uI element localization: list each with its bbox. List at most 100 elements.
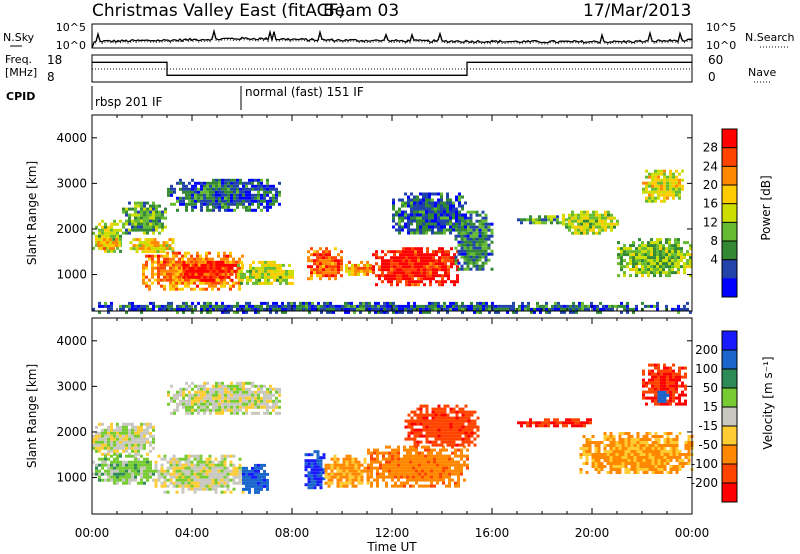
heatmap-cell [447,268,450,272]
heatmap-cell [430,466,433,470]
heatmap-cell [220,475,224,479]
heatmap-cell [212,181,215,185]
heatmap-cell [278,387,281,391]
heatmap-cell [469,243,473,247]
heatmap-cell [470,413,474,417]
heatmap-cell [385,445,388,449]
heatmap-cell [454,234,458,238]
heatmap-cell [413,434,417,438]
heatmap-cell [113,481,116,485]
heatmap-cell [125,449,128,453]
heatmap-cell [160,484,164,488]
heatmap-cell [316,265,319,269]
heatmap-cell [400,472,403,476]
heatmap-cell [248,199,251,203]
heatmap-cell [437,210,440,214]
heatmap-cell [392,216,395,220]
heatmap-cell [226,454,230,458]
heatmap-cell [641,262,644,266]
heatmap-cell [267,272,270,276]
heatmap-cell [418,466,421,470]
heatmap-cell [484,216,488,220]
heatmap-cell [329,310,332,314]
heatmap-cell [143,204,146,208]
heatmap-cell [188,390,191,394]
heatmap-cell [419,413,423,417]
heatmap-cell [394,454,397,458]
heatmap-cell [435,259,438,263]
heatmap-cell [641,256,644,260]
heatmap-cell [217,484,221,488]
heatmap-cell [251,478,254,482]
heatmap-cell [449,443,453,447]
heatmap-cell [423,268,426,272]
heatmap-cell [203,381,206,385]
heatmap-cell [410,416,414,420]
heatmap-cell [407,195,410,199]
heatmap-cell [170,411,173,415]
heatmap-cell [626,250,629,254]
heatmap-cell [455,437,459,441]
heatmap-cell [402,247,405,251]
heatmap-cell [140,204,143,208]
heatmap-cell [336,466,340,470]
heatmap-cell [156,247,160,251]
heatmap-cell [172,463,176,467]
heatmap-cell [681,184,684,188]
heatmap-cell [206,307,209,311]
heatmap-cell [236,301,239,305]
heatmap-cell [428,195,431,199]
heatmap-cell [150,247,154,251]
heatmap-cell [463,261,467,265]
heatmap-cell [324,466,328,470]
heatmap-cell [382,478,385,482]
heatmap-cell [538,221,541,225]
heatmap-cell [187,460,191,464]
heatmap-cell [407,216,410,220]
heatmap-cell [402,259,405,263]
heatmap-cell [360,269,363,273]
heatmap-cell [675,181,678,185]
heatmap-cell [431,192,434,196]
heatmap-cell [444,256,447,260]
heatmap-cell [188,202,191,206]
heatmap-cell [224,304,227,308]
heatmap-cell [251,402,254,406]
heatmap-cell [408,265,411,269]
heatmap-cell [263,463,266,467]
heatmap-cell [460,240,464,244]
heatmap-cell [578,304,581,308]
heatmap-cell [339,469,343,473]
heatmap-cell [654,190,657,194]
heatmap-cell [236,381,239,385]
heatmap-cell [128,446,131,450]
heatmap-cell [322,265,325,269]
heatmap-cell [463,249,467,253]
heatmap-cell [191,381,194,385]
heatmap-cell [512,307,515,311]
heatmap-cell [583,222,586,226]
heatmap-cell [152,469,155,473]
heatmap-cell [236,202,239,206]
heatmap-cell [541,421,544,425]
heatmap-cell [678,193,681,197]
heatmap-cell [458,213,461,217]
heatmap-cell [142,266,145,270]
heatmap-cell [413,207,416,211]
heatmap-cell [446,195,449,199]
heatmap-cell [449,222,452,226]
heatmap-cell [453,283,456,287]
heatmap-cell [666,184,669,188]
heatmap-cell [319,462,323,466]
heatmap-cell [335,307,338,311]
heatmap-cell [413,431,417,435]
heatmap-cell [202,463,206,467]
heatmap-cell [166,257,169,261]
heatmap-cell [128,472,131,476]
heatmap-cell [281,307,284,311]
heatmap-cell [545,310,548,314]
heatmap-cell [467,440,471,444]
heatmap-cell [410,425,414,429]
heatmap-cell [610,228,613,232]
heatmap-cell [227,178,230,182]
